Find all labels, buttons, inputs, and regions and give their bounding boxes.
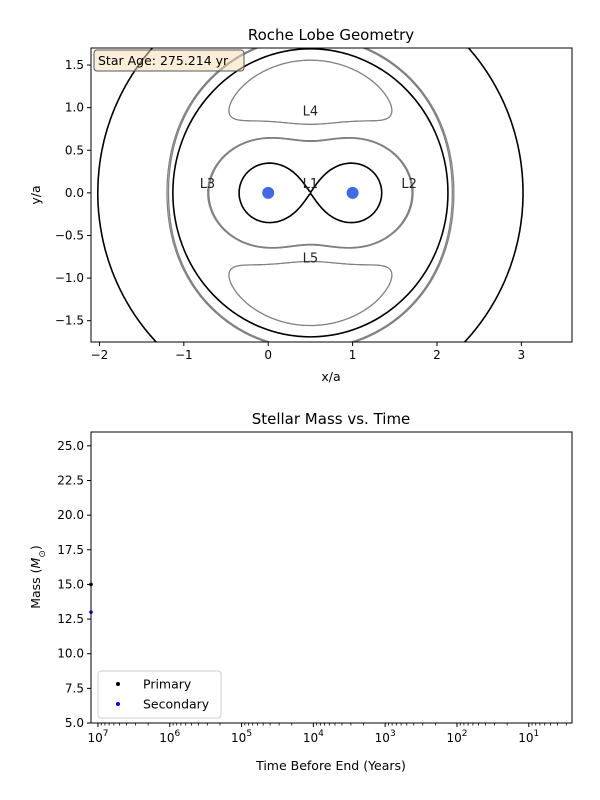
mass-y-tick-label: 15.0: [57, 577, 84, 591]
roche-x-tick-label: 1: [349, 348, 357, 362]
mass-x-tick-label: 102: [446, 729, 467, 745]
legend-label-primary: Primary: [143, 677, 192, 692]
contour-inner-figure-eight: [97, 48, 524, 342]
mass-x-ticks: 107 106 105 104 103 102 101: [87, 723, 567, 745]
mass-x-tick-label: 101: [518, 729, 539, 745]
mass-y-tick-label: 5.0: [65, 716, 84, 730]
lagrange-l1: L1: [303, 177, 319, 192]
roche-y-tick-label: 0.5: [65, 143, 84, 157]
legend-label-secondary: Secondary: [143, 697, 210, 712]
roche-y-tick-label: 0.0: [65, 186, 84, 200]
roche-x-ticks: −2 −1 0 1 2 3: [91, 342, 526, 362]
roche-y-tick-label: 1.0: [65, 101, 84, 115]
legend-items: Primary Secondary: [116, 677, 210, 712]
mass-y-tick-label: 10.0: [57, 647, 84, 661]
star-age-box-bg: [93, 49, 245, 72]
mass-y-label-close: ): [28, 545, 43, 550]
mass-title: Stellar Mass vs. Time: [252, 410, 411, 428]
roche-x-label: x/a: [321, 369, 340, 384]
mass-legend-box: [97, 670, 222, 719]
star-age-text: Star Age: 275.214 yr: [98, 53, 229, 68]
star-age-box: Star Age: 275.214 yr: [93, 49, 245, 72]
mass-y-tick-label: 22.5: [57, 474, 84, 488]
mass-y-label: Mass (M⊙): [28, 545, 48, 609]
mass-x-tick-label: 106: [159, 729, 180, 745]
legend-marker-secondary: [116, 702, 120, 706]
mass-chart: Stellar Mass vs. Time 107 106 105 104 103 102…: [28, 410, 573, 773]
roche-y-tick-label: −1.0: [55, 271, 84, 285]
contour-l2-l3: [166, 48, 455, 342]
mass-y-tick-label: 25.0: [57, 439, 84, 453]
lagrange-l3: L3: [200, 177, 216, 192]
mass-y-label-symbol: M: [28, 557, 43, 568]
star-1: [262, 186, 275, 199]
mass-legend: Primary Secondary: [97, 670, 222, 719]
roche-stars: [262, 186, 359, 199]
mass-plot-frame: [90, 431, 573, 724]
lagrange-l5: L5: [303, 252, 319, 267]
mass-y-ticks: 5.0 7.5 10.0 12.5 15.0 17.5 20.0 22.5 25.0: [57, 439, 91, 730]
contour-l2-l3-outer: [167, 48, 453, 342]
mass-y-tick-label: 7.5: [65, 681, 84, 695]
roche-x-tick-label: 0: [264, 348, 272, 362]
mass-y-label-prefix: Mass (: [28, 568, 43, 608]
mass-y-tick-label: 20.0: [57, 508, 84, 522]
mass-x-tick-label: 103: [375, 729, 396, 745]
mass-x-label: Time Before End (Years): [255, 758, 406, 773]
roche-x-tick-label: −1: [175, 348, 193, 362]
mass-x-tick-label: 104: [303, 729, 324, 745]
roche-x-tick-label: 3: [518, 348, 526, 362]
lagrange-l4: L4: [303, 104, 319, 119]
roche-y-tick-label: −0.5: [55, 228, 84, 242]
star-2: [346, 186, 359, 199]
contour-outer: [172, 48, 449, 338]
roche-x-tick-label: −2: [91, 348, 109, 362]
roche-plot-frame: [90, 47, 573, 343]
roche-title: Roche Lobe Geometry: [248, 26, 414, 44]
mass-y-tick-label: 17.5: [57, 543, 84, 557]
roche-y-ticks: −1.5 −1.0 −0.5 0.0 0.5 1.0 1.5: [55, 58, 91, 328]
roche-y-tick-label: 1.5: [65, 58, 84, 72]
roche-y-tick-label: −1.5: [55, 314, 84, 328]
roche-y-label: y/a: [28, 185, 43, 204]
roche-x-tick-label: 2: [433, 348, 441, 362]
lagrange-labels: L1 L2 L3 L4 L5: [200, 104, 417, 266]
lagrange-l2: L2: [401, 177, 417, 192]
legend-marker-primary: [116, 682, 120, 686]
mass-y-label-sub: ⊙: [38, 550, 48, 558]
mass-y-tick-label: 12.5: [57, 612, 84, 626]
mass-x-tick-label: 105: [231, 729, 252, 745]
mass-x-tick-label: 107: [87, 729, 108, 745]
roche-contours: [97, 48, 524, 342]
contour-l4-l5: [228, 59, 393, 327]
